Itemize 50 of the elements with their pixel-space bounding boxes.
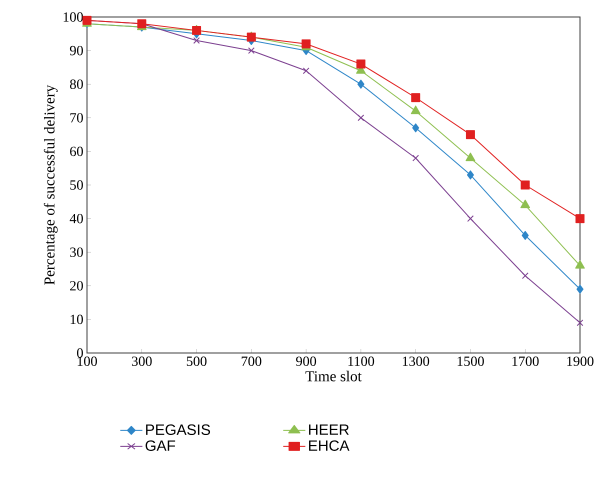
- point: [412, 154, 419, 162]
- x-tick-label: 1100: [348, 356, 374, 366]
- point: [466, 170, 474, 180]
- x-tick-label: 1700: [512, 356, 539, 366]
- x-tick-label: 100: [78, 356, 97, 366]
- x-tick-label: 500: [186, 356, 207, 366]
- point: [410, 106, 420, 114]
- x-tick-label: 1900: [567, 356, 594, 366]
- x-axis-title: Time slot: [305, 370, 362, 382]
- point: [357, 80, 364, 89]
- y-tick-label: 60: [70, 146, 83, 156]
- y-tick-label: 0: [77, 348, 83, 358]
- point: [520, 200, 530, 208]
- x-tick-label: 300: [132, 356, 152, 366]
- point: [467, 215, 474, 222]
- y-tick-label: 30: [70, 247, 83, 257]
- point: [193, 37, 200, 44]
- point: [576, 319, 584, 326]
- point: [466, 152, 476, 162]
- point: [356, 60, 366, 69]
- point: [466, 130, 475, 140]
- y-tick-label: 90: [70, 46, 83, 56]
- legend-label: PEGASIS: [146, 424, 210, 435]
- x-tick-label: 700: [242, 356, 262, 366]
- y-tick-label: 10: [70, 314, 83, 324]
- y-tick-label: 80: [70, 79, 83, 89]
- point: [522, 272, 529, 280]
- point: [358, 114, 364, 122]
- y-tick-label: 70: [70, 113, 83, 123]
- x-tick-label: 900: [296, 356, 316, 366]
- legend-label: EHCA: [309, 440, 350, 451]
- point: [576, 284, 584, 294]
- point: [412, 123, 420, 132]
- legend-label: GAF: [146, 440, 176, 451]
- x-tick-label: 1300: [402, 356, 430, 366]
- y-tick-label: 100: [64, 12, 83, 22]
- point: [575, 260, 585, 269]
- y-axis-title: Percentage of successful delivery: [44, 84, 58, 285]
- point: [302, 39, 311, 48]
- x-tick-label: 1500: [458, 356, 484, 366]
- y-tick-label: 50: [70, 180, 83, 190]
- point: [248, 47, 255, 54]
- point: [302, 67, 310, 74]
- y-tick-label: 40: [70, 214, 83, 224]
- y-tick-label: 20: [70, 281, 83, 291]
- point: [522, 230, 529, 240]
- point: [520, 180, 530, 190]
- point: [411, 93, 420, 102]
- legend-label: HEER: [309, 424, 349, 435]
- point: [576, 214, 585, 224]
